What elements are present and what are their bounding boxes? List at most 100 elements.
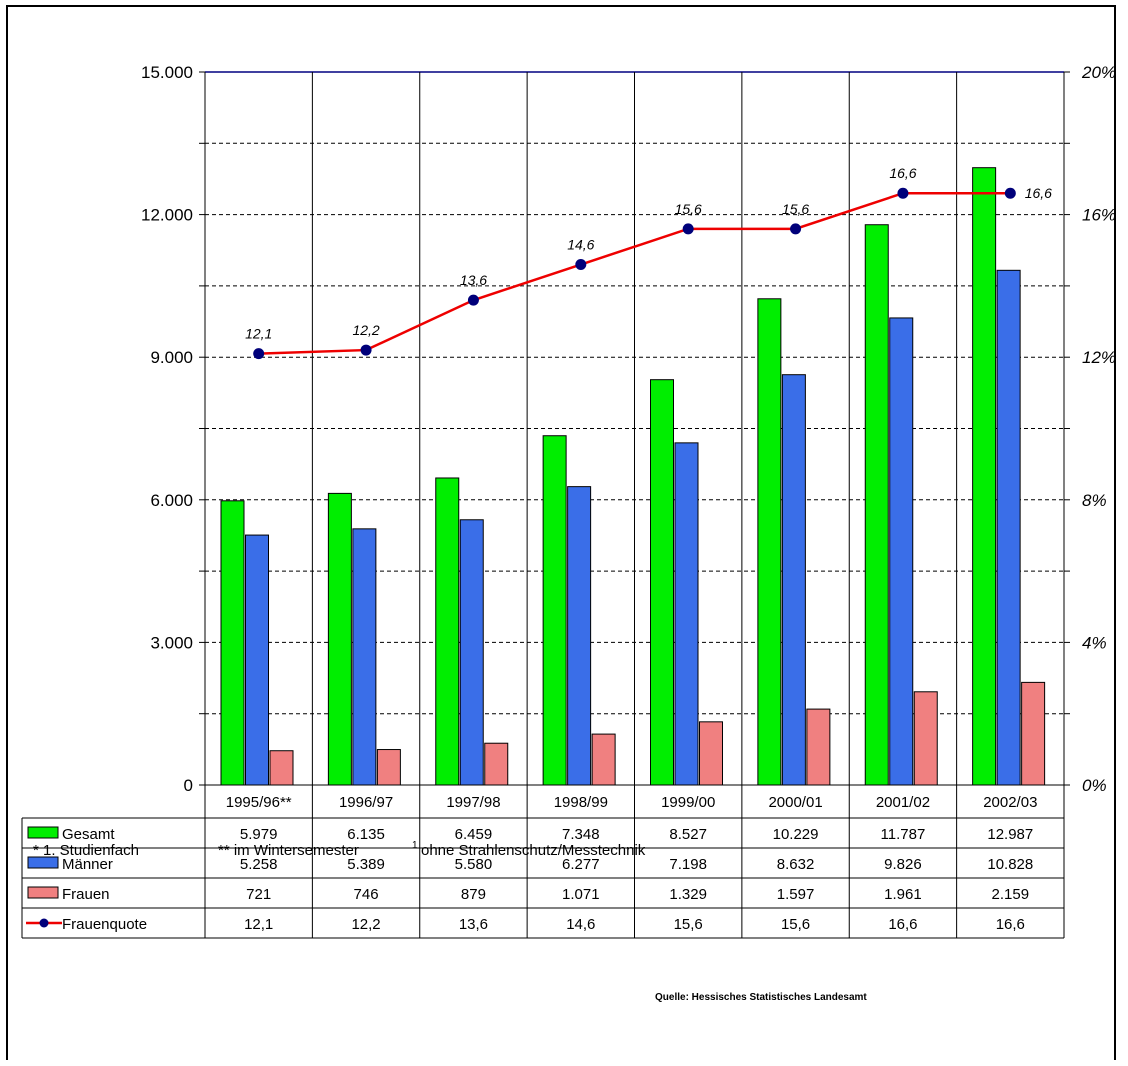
x-category-label: 2000/01 — [768, 794, 822, 811]
legend-swatch-marker — [39, 918, 49, 928]
x-category-label: 1999/00 — [661, 794, 715, 811]
y-tick-label: 15.000 — [141, 63, 193, 82]
bar-gesamt — [435, 477, 460, 786]
table-cell: 8.632 — [777, 856, 815, 873]
legend-swatch-gesamt — [27, 826, 59, 839]
frauenquote-line — [258, 191, 1011, 355]
table-cell: 5.580 — [455, 856, 493, 873]
bar-frauen — [913, 691, 938, 786]
frauenquote-data-label: 14,6 — [567, 237, 594, 253]
y2-tick-label: 0% — [1082, 776, 1107, 795]
frauenquote-data-label: 13,6 — [460, 272, 487, 288]
table-cell: 16,6 — [996, 916, 1025, 933]
bar-gesamt — [542, 435, 567, 786]
table-cell: 10.229 — [773, 826, 819, 843]
table-cell: 8.527 — [669, 826, 707, 843]
frauenquote-point — [790, 223, 802, 235]
table-cell: 15,6 — [674, 916, 703, 933]
table-row-label: Frauen — [62, 886, 110, 903]
y-tick-label: 9.000 — [150, 348, 193, 367]
frauenquote-data-label: 16,6 — [1025, 185, 1052, 201]
table-cell: 5.979 — [240, 826, 278, 843]
table-cell: 2.159 — [992, 886, 1030, 903]
table-cell: 5.258 — [240, 856, 278, 873]
table-cell: 12.987 — [987, 826, 1033, 843]
bar-mnner — [567, 486, 592, 786]
table-cell: 14,6 — [566, 916, 595, 933]
x-category-label: 2002/03 — [983, 794, 1037, 811]
bar-frauen — [699, 721, 723, 786]
bar-gesamt — [220, 500, 245, 786]
bar-mnner — [996, 269, 1021, 786]
y2-tick-label: 8% — [1082, 491, 1107, 510]
bar-frauen — [269, 750, 294, 786]
bar-frauen — [1021, 681, 1046, 786]
table-cell: 1.597 — [777, 886, 815, 903]
footnote-3-superscript: 1 — [412, 840, 418, 851]
axes-layer: 0 3.000 6.000 9.000 12.000 15.000 0% 4% 8% 12% 16%… — [141, 63, 1116, 795]
table-cell: 10.828 — [987, 856, 1033, 873]
bar-gesamt — [972, 167, 997, 786]
table-row-label: Gesamt — [62, 826, 115, 843]
frauenquote-point — [467, 294, 479, 306]
bar-mnner — [245, 534, 269, 786]
frauenquote-data-label: 16,6 — [889, 165, 916, 181]
bar-mnner — [889, 317, 914, 786]
table-cell: 15,6 — [781, 916, 810, 933]
table-cell: 16,6 — [888, 916, 917, 933]
table-row-label: Männer — [62, 856, 113, 873]
chart-frame — [6, 5, 1116, 1060]
x-category-label: 1995/96** — [226, 794, 292, 811]
table-cell: 6.135 — [347, 826, 385, 843]
bar-frauen — [484, 742, 509, 786]
footnote-1: * 1. Studienfach — [33, 842, 139, 859]
table-cell: 13,6 — [459, 916, 488, 933]
frauenquote-point — [682, 223, 694, 235]
table-cell: 7.348 — [562, 826, 600, 843]
table-cell: 1.961 — [884, 886, 922, 903]
legend-swatch-frauen — [27, 886, 59, 899]
table-cell: 721 — [246, 886, 271, 903]
frauenquote-data-label: 12,1 — [245, 326, 272, 342]
y2-tick-label: 20% — [1081, 63, 1116, 82]
frauenquote-point — [897, 187, 909, 199]
frauenquote-point — [1004, 187, 1016, 199]
legend-swatch-mnner — [27, 856, 59, 869]
x-category-label: 1998/99 — [554, 794, 608, 811]
table-cell: 5.389 — [347, 856, 385, 873]
bar-mnner — [781, 374, 806, 786]
table-cell: 1.329 — [669, 886, 707, 903]
frauenquote-data-label: 15,6 — [675, 201, 702, 217]
table-row-label: Frauenquote — [62, 916, 147, 933]
bar-gesamt — [327, 492, 352, 786]
frauenquote-point — [360, 344, 372, 356]
table-cell: 746 — [354, 886, 379, 903]
grid-layer — [204, 71, 1065, 785]
table-cell: 12,2 — [351, 916, 380, 933]
table-cell: 11.787 — [881, 826, 926, 843]
y2-tick-label: 4% — [1082, 633, 1107, 652]
table-cell: 12,1 — [244, 916, 273, 933]
frauenquote-point — [575, 259, 587, 271]
table-cell: 7.198 — [669, 856, 707, 873]
table-cell: 6.459 — [455, 826, 493, 843]
source-note: Quelle: Hessisches Statistisches Landesa… — [655, 992, 867, 1003]
bar-gesamt — [864, 224, 889, 786]
y2-tick-label: 16% — [1082, 206, 1116, 225]
y-tick-label: 12.000 — [141, 206, 193, 225]
x-category-label: 1996/97 — [339, 794, 393, 811]
bar-frauen — [591, 733, 616, 786]
y-tick-label: 0 — [184, 776, 193, 795]
data-table: 1995/96** 1996/97 1997/98 1998/99 1999/00 200… — [21, 784, 1065, 939]
frauenquote-data-label: 12,2 — [352, 322, 379, 338]
bar-frauen — [376, 749, 401, 786]
table-cell: 9.826 — [884, 856, 922, 873]
bar-frauen — [806, 708, 831, 786]
footnote-2: ** im Wintersemester — [218, 842, 359, 859]
table-cell: 1.071 — [562, 886, 600, 903]
y-tick-label: 3.000 — [150, 633, 193, 652]
footnote-3: ohne Strahlenschutz/Messtechnik — [421, 842, 646, 859]
y-tick-label: 6.000 — [150, 491, 193, 510]
x-category-label: 1997/98 — [446, 794, 500, 811]
